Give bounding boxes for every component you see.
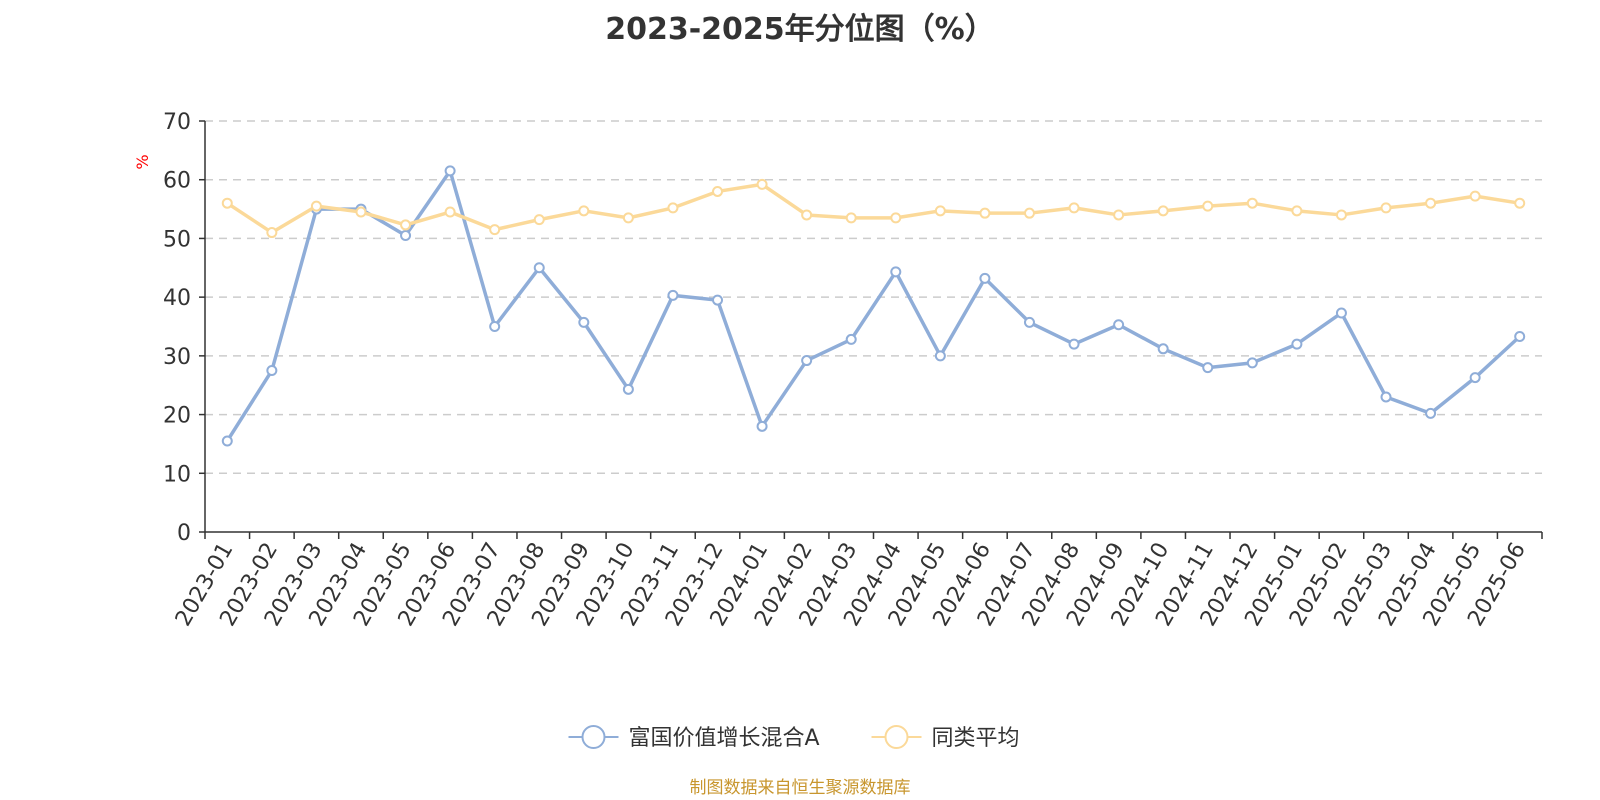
data-point xyxy=(1246,197,1258,209)
data-point xyxy=(1023,207,1035,219)
y-axis-unit-label: % xyxy=(133,154,152,169)
y-tick-label: 40 xyxy=(163,286,191,311)
data-point xyxy=(1113,209,1125,221)
data-point xyxy=(801,209,813,221)
legend-item-1: 富国价值增长混合A xyxy=(568,725,820,751)
y-tick-label: 30 xyxy=(163,345,191,370)
data-point xyxy=(622,383,634,395)
data-point xyxy=(533,262,545,274)
data-point xyxy=(1425,197,1437,209)
y-tick-label: 0 xyxy=(177,521,191,546)
data-point xyxy=(1514,197,1526,209)
data-point xyxy=(1113,319,1125,331)
data-source-note: 制图数据来自恒生聚源数据库 xyxy=(689,778,911,798)
data-point xyxy=(1068,202,1080,214)
data-point xyxy=(1291,205,1303,217)
data-point xyxy=(578,316,590,328)
data-point xyxy=(489,321,501,332)
data-point xyxy=(845,212,857,224)
data-point xyxy=(444,165,456,177)
data-point xyxy=(712,294,724,306)
legend-item-2: 同类平均 xyxy=(871,725,1020,751)
data-point xyxy=(622,212,634,224)
data-point xyxy=(1380,391,1392,403)
data-point xyxy=(934,205,946,217)
data-point xyxy=(756,420,768,432)
data-point xyxy=(221,435,233,447)
legend: 富国价值增长混合A 同类平均 xyxy=(568,725,1020,751)
data-point xyxy=(1380,202,1392,214)
y-tick-label: 50 xyxy=(163,227,191,252)
data-point xyxy=(444,206,456,218)
y-tick-label: 10 xyxy=(163,462,191,487)
data-point xyxy=(934,350,946,362)
y-tick-label: 70 xyxy=(163,110,191,135)
data-point xyxy=(890,266,902,278)
data-point xyxy=(266,365,278,377)
data-point xyxy=(979,272,991,284)
data-point xyxy=(667,289,679,301)
axes: 0102030405060702023-012023-022023-032023… xyxy=(163,110,1543,631)
series xyxy=(221,165,1526,447)
data-point xyxy=(221,197,233,209)
data-point xyxy=(1246,357,1258,369)
data-point xyxy=(712,185,724,197)
legend-marker xyxy=(884,725,909,749)
data-point xyxy=(533,214,545,226)
data-point xyxy=(1023,316,1035,328)
data-point xyxy=(1335,307,1347,319)
data-point xyxy=(266,227,278,239)
data-point xyxy=(1202,362,1214,374)
data-point xyxy=(1202,200,1214,212)
data-point xyxy=(979,207,991,219)
legend-label: 同类平均 xyxy=(932,726,1020,751)
data-point xyxy=(355,206,367,218)
gridlines xyxy=(205,120,1542,475)
data-point xyxy=(801,355,813,367)
data-point xyxy=(1469,190,1481,202)
data-point xyxy=(310,200,322,212)
data-point xyxy=(1425,407,1437,419)
y-tick-label: 20 xyxy=(163,404,191,429)
series-line xyxy=(225,169,1521,442)
series-line xyxy=(226,182,1520,235)
data-point xyxy=(1068,338,1080,350)
data-point xyxy=(1291,338,1303,350)
data-point xyxy=(667,202,679,214)
data-point xyxy=(845,333,857,345)
legend-marker xyxy=(581,725,606,749)
data-point xyxy=(756,178,768,190)
data-point xyxy=(489,224,501,236)
data-point xyxy=(1469,372,1481,384)
chart-title: 2023-2025年分位图（%） xyxy=(605,12,995,47)
y-tick-label: 60 xyxy=(163,169,191,194)
series-2 xyxy=(221,178,1526,239)
data-point xyxy=(400,229,412,241)
data-point xyxy=(578,205,590,217)
data-point xyxy=(1335,209,1347,221)
legend-label: 富国价值增长混合A xyxy=(629,726,820,751)
data-point xyxy=(1514,330,1526,342)
series-1 xyxy=(221,165,1526,447)
data-point xyxy=(1157,205,1169,217)
data-point xyxy=(1157,343,1169,355)
data-point xyxy=(400,219,412,231)
data-point xyxy=(890,212,902,224)
